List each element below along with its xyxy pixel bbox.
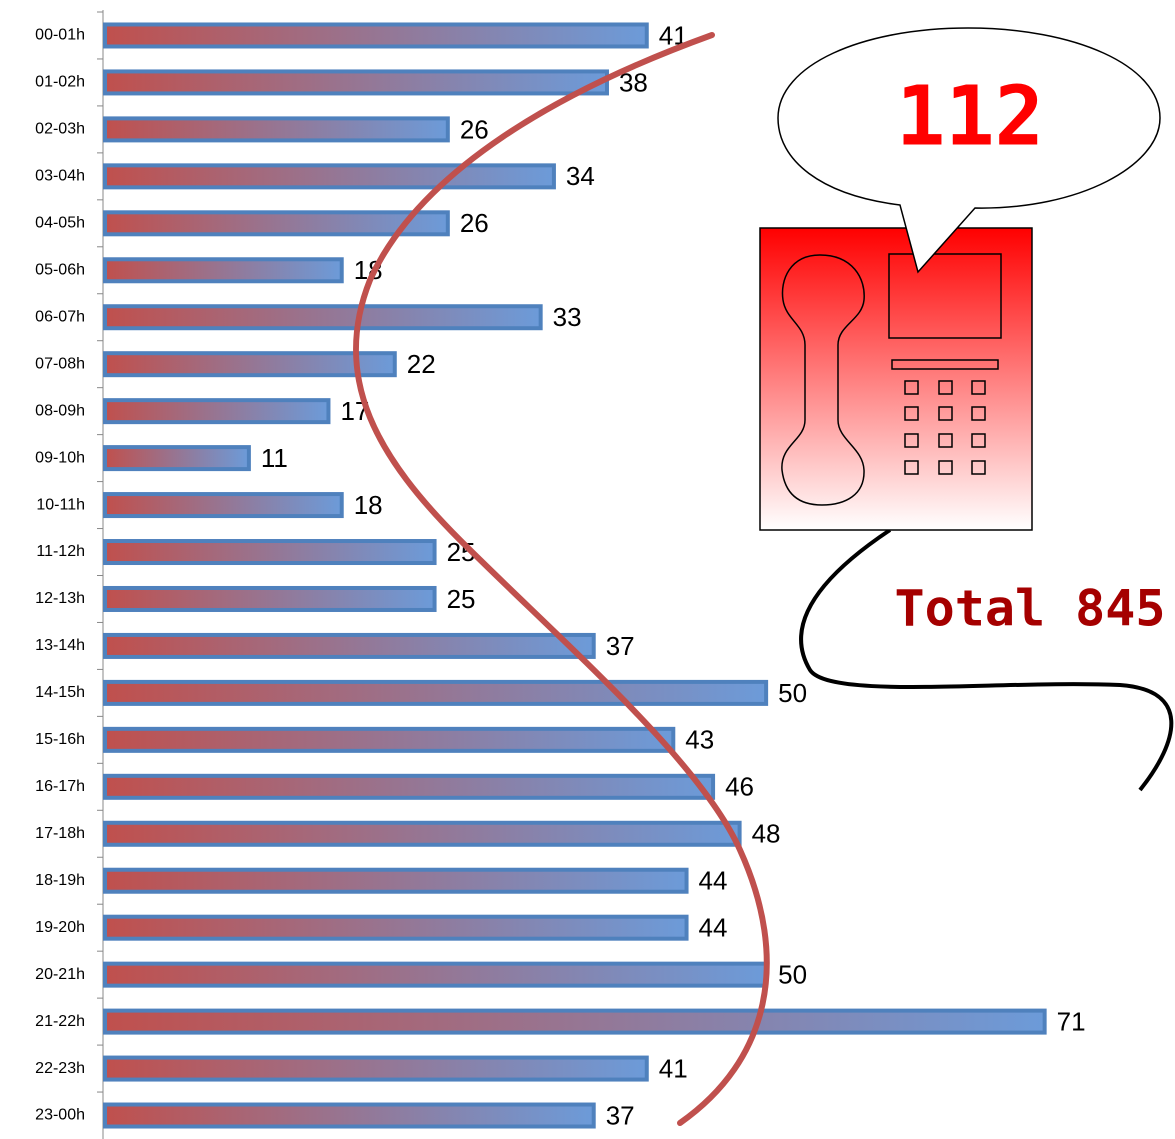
y-tick-label: 15-16h (35, 731, 85, 748)
bar (103, 210, 450, 237)
data-label: 44 (699, 913, 728, 943)
bar (103, 116, 450, 143)
y-tick-label: 11-12h (36, 543, 85, 560)
bar (103, 820, 742, 847)
y-tick-label: 01-02h (35, 74, 85, 91)
bar (103, 492, 344, 519)
data-label: 22 (407, 349, 436, 379)
bar (103, 914, 689, 941)
bar (103, 773, 716, 800)
phone-body (759, 227, 1033, 531)
decorative-curve (353, 32, 770, 1126)
y-tick-label: 21-22h (35, 1013, 85, 1030)
y-tick-label: 17-18h (35, 825, 85, 842)
bar (103, 679, 769, 706)
y-tick-label: 09-10h (35, 449, 85, 466)
y-tick-label: 23-00h (35, 1107, 85, 1124)
y-tick-label: 16-17h (35, 778, 85, 795)
y-tick-label: 10-11h (36, 496, 85, 513)
bar (103, 632, 596, 659)
data-label: 26 (460, 114, 489, 144)
keypad (904, 380, 986, 475)
speech-bubble (777, 27, 1161, 274)
bar (103, 585, 437, 612)
y-tick-label: 05-06h (35, 261, 85, 278)
y-tick-label: 00-01h (35, 27, 85, 44)
y-tick-label: 14-15h (35, 684, 85, 701)
y-tick-label: 04-05h (35, 215, 85, 232)
slot (891, 359, 999, 370)
bar (103, 1008, 1047, 1035)
data-label: 37 (606, 631, 635, 661)
bubble-number: 112 (896, 69, 1044, 164)
phone-cord (799, 528, 1174, 792)
y-tick-label: 07-08h (35, 355, 85, 372)
data-label: 48 (752, 819, 781, 849)
y-tick-label: 03-04h (35, 168, 85, 185)
bar (103, 257, 344, 284)
bar (103, 1055, 649, 1082)
data-label: 71 (1057, 1006, 1086, 1036)
screen (888, 253, 1002, 339)
bar (103, 867, 689, 894)
y-tick-label: 19-20h (35, 919, 85, 936)
bar (103, 961, 769, 988)
data-label: 26 (460, 208, 489, 238)
bar (103, 22, 649, 49)
data-label: 44 (699, 866, 728, 896)
data-label: 46 (725, 772, 754, 802)
data-label: 11 (261, 443, 288, 473)
total-label: Total 845 (895, 580, 1166, 638)
y-tick-label: 20-21h (35, 966, 85, 983)
data-label: 43 (685, 725, 714, 755)
data-label: 50 (778, 960, 807, 990)
y-tick-label: 22-23h (35, 1060, 85, 1077)
data-label: 33 (553, 302, 582, 332)
bar (103, 163, 556, 190)
data-label: 37 (606, 1100, 635, 1130)
y-tick-label: 18-19h (35, 872, 85, 889)
bar (103, 304, 543, 331)
y-tick-label: 13-14h (35, 637, 85, 654)
bar (103, 726, 676, 753)
data-label: 41 (659, 1053, 688, 1083)
data-label: 34 (566, 161, 595, 191)
bar (103, 1102, 596, 1129)
y-tick-label: 12-13h (35, 590, 85, 607)
data-label: 18 (354, 490, 383, 520)
y-tick-label: 08-09h (35, 402, 85, 419)
data-label: 50 (778, 678, 807, 708)
bar (103, 539, 437, 566)
bar (103, 351, 397, 378)
phone: 112 (759, 27, 1174, 792)
data-label: 25 (447, 584, 476, 614)
y-tick-label: 02-03h (35, 121, 85, 138)
bar (103, 445, 251, 472)
bar (103, 398, 331, 425)
handset (781, 254, 865, 506)
y-tick-label: 06-07h (35, 308, 85, 325)
bar (103, 69, 609, 96)
